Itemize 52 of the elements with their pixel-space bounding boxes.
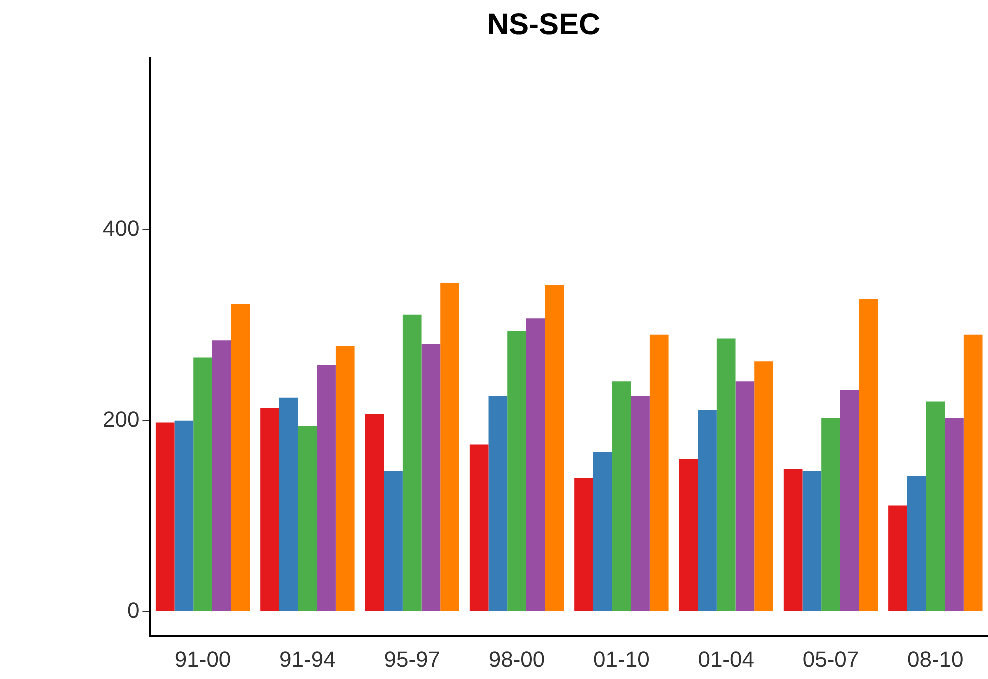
y-tick-label: 400 [102,216,140,241]
x-tick-label: 01-10 [594,646,650,672]
x-tick-label: 08-10 [908,646,964,672]
bar [526,318,546,612]
bar [784,470,803,612]
bar [231,304,250,612]
bar [736,382,755,612]
x-tick-label: 91-94 [280,646,336,672]
bar [679,459,698,612]
bar [422,344,441,612]
bar [593,452,612,612]
bar [754,362,774,612]
bar [631,396,650,612]
bar [574,478,594,612]
chart-title: NS-SEC [487,8,601,42]
bar [298,426,318,612]
bar [440,283,460,612]
bar [859,300,878,612]
bar [212,340,232,612]
bar [174,420,194,612]
bar [926,402,946,612]
bar [470,444,489,612]
bar [964,334,983,612]
x-tick-label: 05-07 [802,646,860,672]
x-tick-label: 91-00 [174,646,232,672]
bar [840,390,860,612]
x-tick-label: 95-97 [384,646,440,672]
bar [545,285,564,612]
bar [612,382,632,612]
bar [508,331,526,612]
bar [698,410,717,612]
y-tick-label: 200 [102,406,140,432]
bar [194,358,212,612]
bar [156,422,175,612]
bar [488,396,508,612]
bar [822,418,840,612]
y-tick-label: 0 [127,598,140,623]
x-tick-label: 98-00 [488,646,546,672]
bar [365,414,384,612]
bar [402,314,422,612]
bar [279,398,298,612]
x-tick-label: 01-04 [698,646,754,672]
bar [802,471,822,612]
bar [336,346,355,612]
bar [716,338,736,612]
bar [260,408,280,612]
bar [317,365,336,612]
bar [907,476,926,612]
bar [384,471,403,612]
bar [888,506,908,612]
bar [650,334,669,612]
bar [945,418,964,612]
